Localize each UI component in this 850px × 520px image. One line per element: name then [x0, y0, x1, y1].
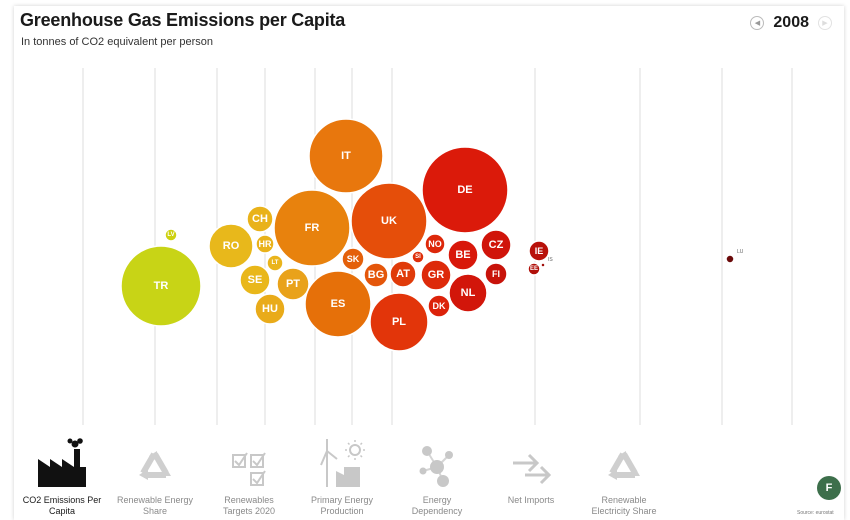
tab-primary-energy[interactable]: Primary Energy Production	[294, 433, 390, 517]
bubble-label: PL	[392, 316, 406, 328]
bubble-gr[interactable]	[420, 259, 452, 291]
chevron-left-icon[interactable]: ◀	[750, 16, 765, 30]
bubble-hr[interactable]	[255, 234, 275, 254]
wind-solar-icon	[294, 433, 390, 489]
tab-label-line2: Capita	[48, 506, 75, 516]
indicator-tabs: CO2 Emissions Per Capita Renewable Energ…	[0, 433, 850, 520]
bubble-ee[interactable]	[527, 262, 541, 276]
tab-label-line2: Electricity Share	[591, 506, 657, 516]
bubble-se[interactable]	[239, 264, 271, 296]
bubble-lu[interactable]	[725, 254, 735, 264]
bubble-is[interactable]	[540, 262, 546, 268]
tab-label-line1: Renewable Energy	[116, 495, 194, 505]
bubble-label: SK	[347, 254, 360, 264]
bubble-label: CZ	[489, 239, 504, 251]
bubble-label: TR	[154, 280, 169, 292]
app-logo[interactable]: F	[817, 476, 841, 500]
tab-label-line1: Energy	[422, 495, 452, 505]
bubble-sk[interactable]	[341, 247, 365, 271]
checkbox-list-icon	[201, 433, 297, 489]
arrows-icon	[483, 433, 579, 489]
tab-label-line2: Production	[320, 506, 364, 516]
bubble-label: FI	[492, 269, 500, 279]
bubble-label: GR	[428, 269, 445, 281]
recycle-icon	[576, 433, 672, 489]
bubble-label: FR	[305, 222, 320, 234]
bubble-label: RO	[223, 240, 240, 252]
bubble-label: SI	[415, 254, 421, 260]
tab-label-line1: Primary Energy	[310, 495, 373, 505]
bubble-no[interactable]	[424, 233, 446, 255]
logo-text: F	[825, 482, 833, 494]
bubble-it[interactable]	[308, 118, 384, 194]
bubble-label: AT	[396, 268, 410, 280]
tab-label-line1: Renewables	[224, 495, 274, 505]
bubble-lt[interactable]	[266, 254, 284, 272]
bubble-chart: TR LV RO CH HR LT SE PT HU FR IT ES SK BG UK PL AT SI NO GR…	[82, 68, 793, 425]
recycle-icon	[107, 433, 203, 489]
bubble-es[interactable]	[304, 270, 372, 338]
bubble-label: PT	[286, 278, 300, 290]
year-label: 2008	[773, 14, 809, 31]
bubble-label: DE	[457, 184, 472, 196]
factory-icon	[14, 433, 110, 489]
bubble-hu[interactable]	[254, 293, 286, 325]
bubble-label: IE	[535, 246, 544, 256]
bubble-pl[interactable]	[369, 292, 429, 352]
bubble-de[interactable]	[421, 146, 509, 234]
bubble-label: BG	[368, 269, 385, 281]
bubble-label: EE	[530, 266, 538, 272]
chart-title: Greenhouse Gas Emissions per Capita	[20, 10, 346, 30]
tab-renewable-share[interactable]: Renewable Energy Share	[107, 433, 203, 517]
tab-co2-emissions[interactable]: CO2 Emissions Per Capita	[14, 433, 110, 517]
bubble-label: ES	[331, 298, 346, 310]
bubble-label: BE	[455, 249, 470, 261]
bubble-ro[interactable]	[208, 223, 254, 269]
bubble-label: CH	[252, 213, 268, 225]
tab-label-line2: Share	[142, 506, 168, 516]
bubble-label: HR	[259, 239, 272, 249]
bubble-label: LV	[167, 232, 174, 238]
bubble-label: NL	[461, 287, 476, 299]
bubble-ch[interactable]	[246, 205, 274, 233]
bubble-uk[interactable]	[350, 182, 428, 260]
bubble-label: NO	[428, 239, 442, 249]
bubble-dk[interactable]	[427, 294, 451, 318]
tab-label-line2: Dependency	[411, 506, 463, 516]
bubble-at[interactable]	[389, 260, 417, 288]
bubble-label: SE	[248, 274, 263, 286]
chevron-right-icon[interactable]: ▶	[818, 16, 832, 30]
bubble-bg[interactable]	[363, 262, 389, 288]
source-label: Source: eurostat	[797, 510, 834, 516]
bubble-fr[interactable]	[273, 189, 351, 267]
bubble-be[interactable]	[447, 239, 479, 271]
tab-net-imports[interactable]: Net Imports	[483, 433, 579, 506]
bubble-cz[interactable]	[480, 229, 512, 261]
tab-label-line1: Net Imports	[507, 495, 555, 505]
tab-label-line2: Targets 2020	[222, 506, 276, 516]
bubble-label: IT	[341, 150, 351, 162]
tab-label-line1: CO2 Emissions Per	[22, 495, 102, 505]
bubble-ie[interactable]	[528, 240, 550, 262]
bubble-pt[interactable]	[276, 267, 310, 301]
bubble-label: DK	[433, 301, 446, 311]
tab-label-line1: Renewable	[601, 495, 647, 505]
bubble-fi[interactable]	[484, 262, 508, 286]
bubble-si[interactable]	[411, 250, 425, 264]
bubble-tr[interactable]	[120, 245, 202, 327]
bubble-nl[interactable]	[448, 273, 488, 313]
tab-renewables-targets[interactable]: Renewables Targets 2020	[201, 433, 297, 517]
bubble-label: HU	[262, 303, 278, 315]
bubble-lv[interactable]	[164, 228, 178, 242]
bubble-label: IS	[548, 257, 553, 263]
year-selector: ◀ 2008 ▶	[750, 14, 832, 32]
tab-energy-dependency[interactable]: Energy Dependency	[389, 433, 485, 517]
bubble-label: UK	[381, 215, 397, 227]
chart-subtitle: In tonnes of CO2 equivalent per person	[21, 36, 214, 48]
bubble-label: LT	[272, 260, 279, 266]
tab-renewable-electricity[interactable]: Renewable Electricity Share	[576, 433, 672, 517]
bubble-label: LU	[737, 249, 744, 255]
network-icon	[389, 433, 485, 489]
